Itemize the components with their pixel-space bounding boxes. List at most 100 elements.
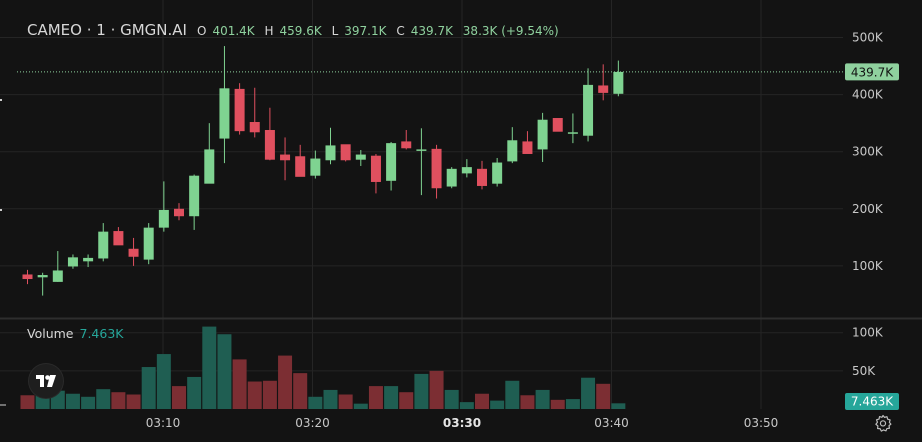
last-volume-tag [845, 393, 899, 410]
candle-body [461, 167, 472, 174]
candle-body [83, 257, 94, 262]
candle-body [264, 130, 275, 160]
volume-bar [232, 359, 247, 409]
price-tick-label: 100K [852, 259, 884, 273]
candle-body [52, 270, 63, 282]
candle-body [446, 168, 457, 187]
time-tick-label: 03:40 [594, 416, 629, 430]
volume-label: Volume [27, 326, 74, 341]
high-value: 459.6K [279, 24, 322, 38]
volume-bar [535, 389, 550, 409]
volume-bar [247, 381, 262, 409]
volume-tick-label: 50K [852, 364, 876, 378]
volume-bar [399, 392, 414, 409]
volume-tick-label: 100K [852, 326, 884, 340]
volume-bar [338, 394, 353, 409]
candle-body [567, 132, 578, 134]
volume-bar [414, 373, 429, 409]
volume-bar [384, 386, 399, 409]
symbol-title: CAMEO · 1 · GMGN.AI [27, 21, 187, 39]
volume-bar [323, 389, 338, 409]
volume-bar [293, 373, 308, 409]
candle-body [143, 227, 154, 260]
candle-body [204, 149, 215, 184]
candle-body [386, 143, 397, 181]
volume-bar [596, 383, 611, 409]
close-value: 439.7K [410, 24, 453, 38]
open-label: O [196, 24, 207, 38]
time-tick-label: 03:20 [295, 416, 330, 430]
candle-body [234, 88, 245, 132]
change-value: 38.3K (+9.54%) [462, 24, 559, 38]
candle-body [477, 168, 487, 186]
candle-body [325, 145, 336, 161]
volume-bar [111, 392, 126, 409]
volume-bar [505, 380, 520, 409]
candle-body [613, 71, 624, 94]
candle-body [189, 175, 200, 217]
volume-bar [187, 376, 202, 409]
last-price-label: 439.7K [851, 65, 894, 79]
candle-body [401, 141, 412, 149]
time-tick-label: 03:30 [443, 416, 481, 430]
volume-bar [202, 326, 217, 409]
volume-bar [126, 394, 141, 409]
candle-body [583, 84, 594, 136]
candle-body [280, 154, 291, 161]
candle-body [249, 122, 260, 133]
candle-body [598, 85, 609, 93]
volume-bar [96, 389, 111, 409]
gear-icon[interactable] [874, 414, 892, 432]
volume-bar [368, 386, 383, 409]
volume-bar [490, 400, 505, 409]
candle-body [37, 275, 48, 278]
tradingview-logo-icon[interactable] [29, 364, 63, 398]
volume-bar [81, 396, 96, 409]
candle-body [340, 144, 351, 161]
candle-body [67, 257, 78, 267]
candle-body [431, 148, 442, 189]
volume-bar [565, 399, 580, 409]
volume-bar [278, 355, 293, 409]
volume-bar [262, 380, 277, 409]
candle-body [98, 231, 109, 259]
volume-bar [459, 402, 474, 409]
candle-body [22, 274, 33, 280]
close-label: C [396, 24, 405, 38]
high-label: H [264, 24, 274, 38]
last-price-tag [845, 63, 899, 81]
volume-bar [20, 395, 35, 409]
volume-bar [65, 393, 80, 409]
candle-body [355, 154, 366, 160]
candle-body [370, 155, 381, 182]
price-tick-label: 500K [852, 31, 884, 45]
volume-bar [353, 403, 368, 409]
price-tick-label: 300K [852, 145, 884, 159]
candle-body [310, 158, 321, 176]
ohlc-values: O 401.4K H 459.6K L 397.1K C 439.7K 38.3K (+… [197, 24, 559, 38]
volume-bar [141, 367, 156, 409]
price-tick-label: 400K [852, 88, 884, 102]
candle-body [537, 119, 548, 150]
volume-bar [475, 393, 489, 409]
time-tick-label: 03:10 [146, 416, 181, 430]
volume-value: 7.463K [79, 326, 124, 341]
candle-body [492, 162, 503, 184]
candle-body [174, 208, 184, 217]
volume-bar [429, 370, 444, 409]
candle-body [416, 149, 427, 151]
low-value: 397.1K [344, 24, 387, 38]
volume-bar [308, 396, 323, 409]
candle-body [158, 209, 169, 228]
volume-bar [444, 389, 459, 409]
candle-body [552, 118, 563, 132]
candle-body [113, 231, 124, 246]
candle-body [522, 141, 533, 154]
chart-legend: CAMEO · 1 · GMGN.AI O 401.4K H 459.6K L 397… [27, 21, 559, 39]
volume-bar [520, 395, 535, 409]
candle-body [219, 88, 230, 139]
candle-body [295, 156, 306, 177]
volume-bar [217, 334, 232, 409]
